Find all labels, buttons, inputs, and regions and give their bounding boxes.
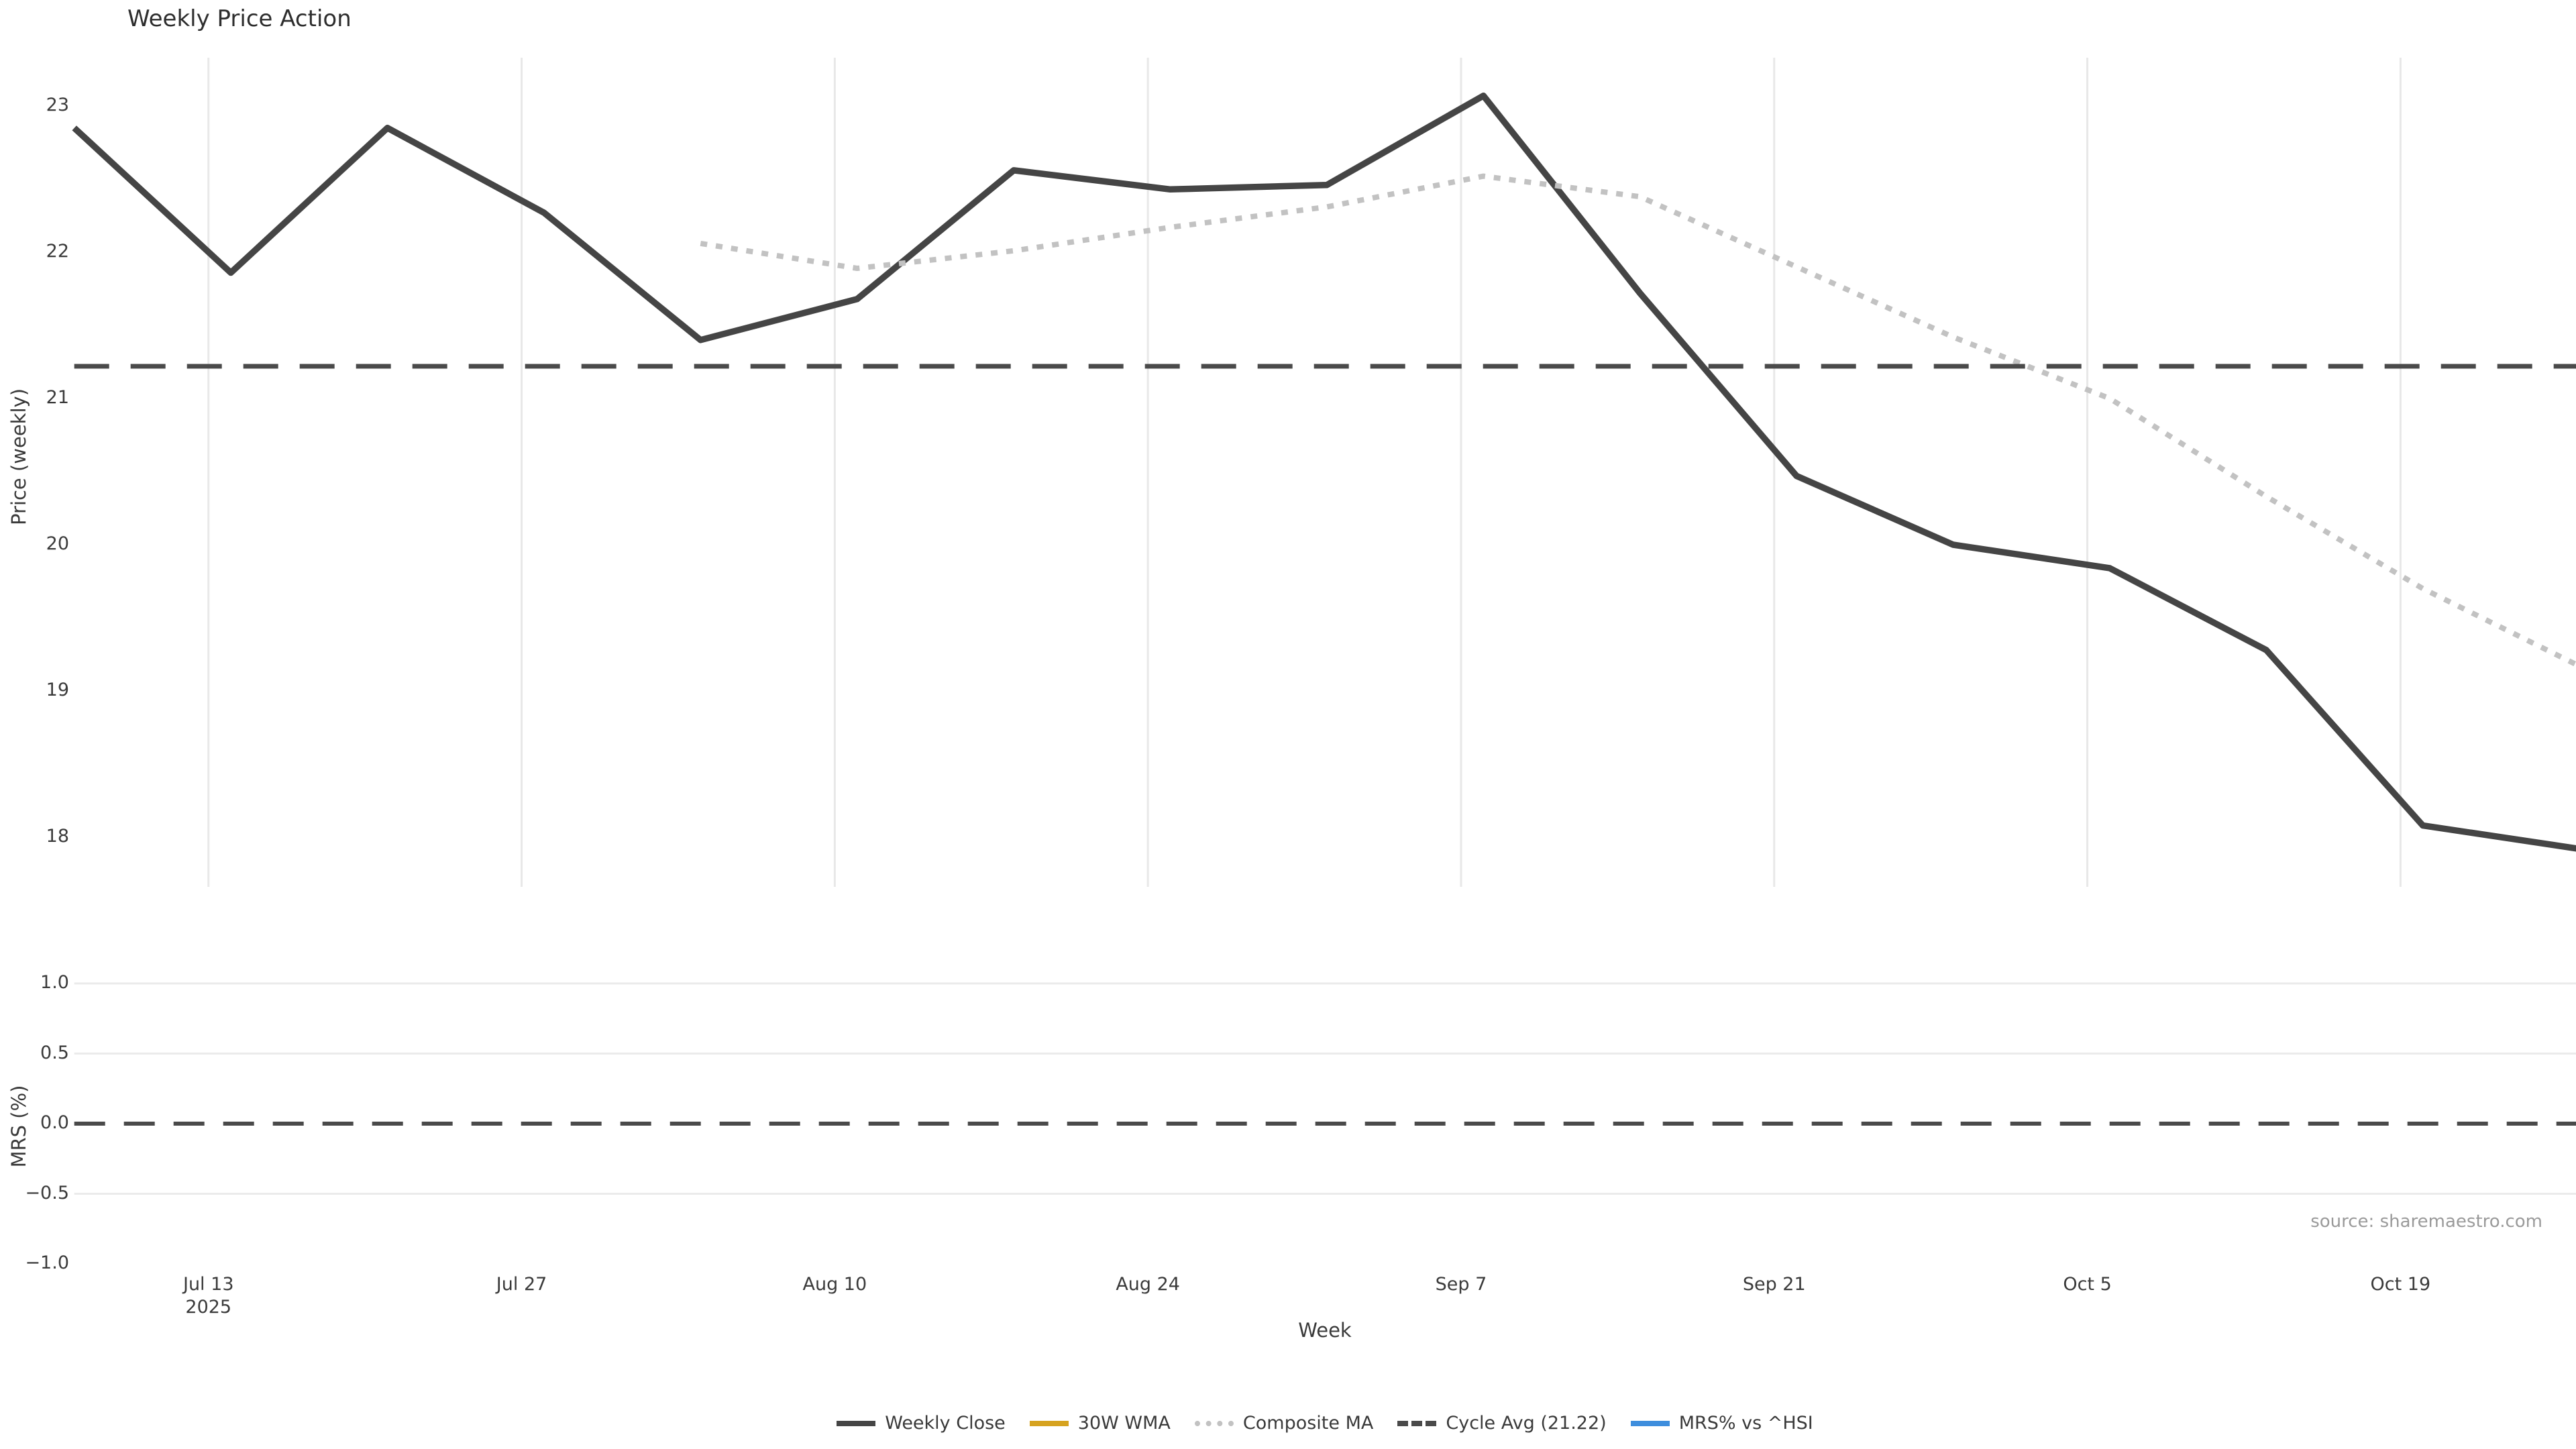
- cycle-avg-line-icon: [1397, 1420, 1437, 1426]
- gridlines-layer: [74, 58, 2576, 1195]
- mrs-axis-label: MRS (%): [7, 1085, 30, 1168]
- x-axis-label: Week: [1298, 1319, 1352, 1342]
- price-ytick-label: 20: [46, 533, 69, 554]
- legend-item-weekly-close: Weekly Close: [837, 1413, 1006, 1434]
- mrs-ytick-label: 0.0: [40, 1112, 69, 1133]
- legend-item-30w-wma: 30W WMA: [1029, 1413, 1171, 1434]
- legend: Weekly Close 30W WMA Composite MA Cycle …: [0, 1413, 2576, 1434]
- x-tick-year-label: 2025: [185, 1297, 232, 1318]
- legend-label: 30W WMA: [1077, 1413, 1171, 1434]
- weekly-close-line-icon: [837, 1420, 876, 1426]
- legend-label: Cycle Avg (21.22): [1446, 1413, 1607, 1434]
- price-ytick-label: 22: [46, 241, 69, 262]
- wma-line-icon: [1029, 1420, 1069, 1426]
- price-ytick-label: 19: [46, 680, 69, 700]
- chart-title: Weekly Price Action: [127, 5, 352, 32]
- x-axis-ticks: Jul 13 2025 Jul 27 Aug 10 Aug 24 Sep 7 Sep 21 O…: [0, 1273, 2576, 1327]
- x-tick-label: Jul 13 2025: [142, 1273, 276, 1319]
- x-tick-label: Aug 10: [802, 1274, 867, 1295]
- mrs-line-icon: [1630, 1420, 1670, 1426]
- legend-item-composite-ma: Composite MA: [1194, 1413, 1374, 1434]
- price-axis-label: Price (weekly): [7, 388, 30, 525]
- mrs-ytick-label: −0.5: [25, 1182, 69, 1203]
- x-tick-label: Oct 19: [2370, 1274, 2431, 1295]
- price-ytick-label: 23: [46, 95, 69, 115]
- legend-item-mrs: MRS% vs ^HSI: [1630, 1413, 1813, 1434]
- mrs-y-axis-ticks: 1.0 0.5 0.0 −0.5 −1.0: [0, 0, 69, 1449]
- legend-label: Weekly Close: [885, 1413, 1006, 1434]
- x-tick-label: Jul 27: [496, 1274, 547, 1295]
- price-ytick-label: 21: [46, 387, 69, 408]
- series-layer: [72, 92, 2576, 1126]
- x-tick-label: Aug 24: [1116, 1274, 1180, 1295]
- x-tick-label: Sep 21: [1742, 1274, 1806, 1295]
- legend-item-cycle-avg: Cycle Avg (21.22): [1397, 1413, 1607, 1434]
- legend-label: MRS% vs ^HSI: [1678, 1413, 1813, 1434]
- price-ytick-label: 18: [46, 826, 69, 847]
- source-note: source: sharemaestro.com: [2310, 1212, 2542, 1232]
- mrs-ytick-label: −1.0: [25, 1252, 69, 1273]
- composite-ma-line-icon: [1194, 1420, 1234, 1426]
- composite-ma-line: [700, 173, 2576, 667]
- legend-label: Composite MA: [1242, 1413, 1374, 1434]
- x-tick-label: Sep 7: [1435, 1274, 1487, 1295]
- mrs-ytick-label: 0.5: [40, 1042, 69, 1063]
- mrs-ytick-label: 1.0: [40, 972, 69, 993]
- price-y-axis-ticks: 23 22 21 20 19 18: [0, 0, 69, 1449]
- x-tick-label: Oct 5: [2063, 1274, 2112, 1295]
- weekly-close-line: [72, 92, 2576, 852]
